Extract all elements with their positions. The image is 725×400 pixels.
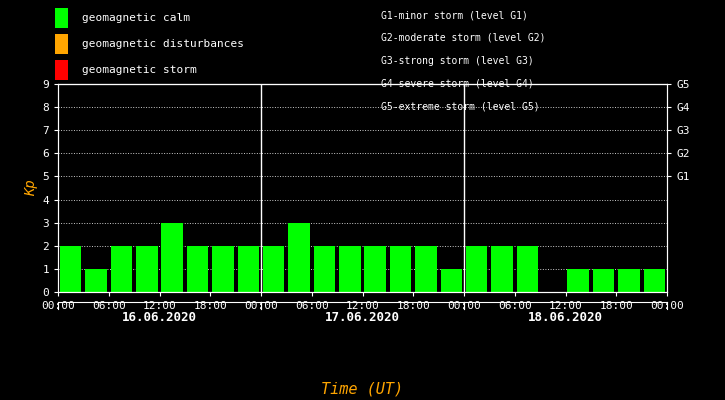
Bar [618,269,639,292]
Bar [441,269,462,292]
Text: geomagnetic calm: geomagnetic calm [82,13,190,23]
Bar [162,223,183,292]
Bar [593,269,614,292]
Text: 18.06.2020: 18.06.2020 [528,311,603,324]
Bar [568,269,589,292]
Bar [86,269,107,292]
Text: G4-severe storm (level G4): G4-severe storm (level G4) [381,78,534,88]
Bar [415,246,436,292]
Bar [644,269,665,292]
Text: G3-strong storm (level G3): G3-strong storm (level G3) [381,56,534,66]
Bar [289,223,310,292]
Bar [60,246,81,292]
Y-axis label: Kp: Kp [24,180,38,196]
Bar [238,246,259,292]
Bar [136,246,157,292]
Text: G5-extreme storm (level G5): G5-extreme storm (level G5) [381,101,539,111]
Bar [365,246,386,292]
Bar [517,246,538,292]
Text: G2-moderate storm (level G2): G2-moderate storm (level G2) [381,33,545,43]
Bar [466,246,487,292]
Bar [390,246,411,292]
Text: geomagnetic storm: geomagnetic storm [82,65,196,75]
Bar [314,246,335,292]
Text: G1-minor storm (level G1): G1-minor storm (level G1) [381,10,528,20]
Bar [263,246,284,292]
Bar [187,246,208,292]
Bar [339,246,360,292]
Bar [111,246,132,292]
Text: 16.06.2020: 16.06.2020 [122,311,197,324]
Bar [492,246,513,292]
Text: geomagnetic disturbances: geomagnetic disturbances [82,39,244,49]
Text: 17.06.2020: 17.06.2020 [325,311,400,324]
Text: Time (UT): Time (UT) [321,381,404,396]
Bar [212,246,233,292]
